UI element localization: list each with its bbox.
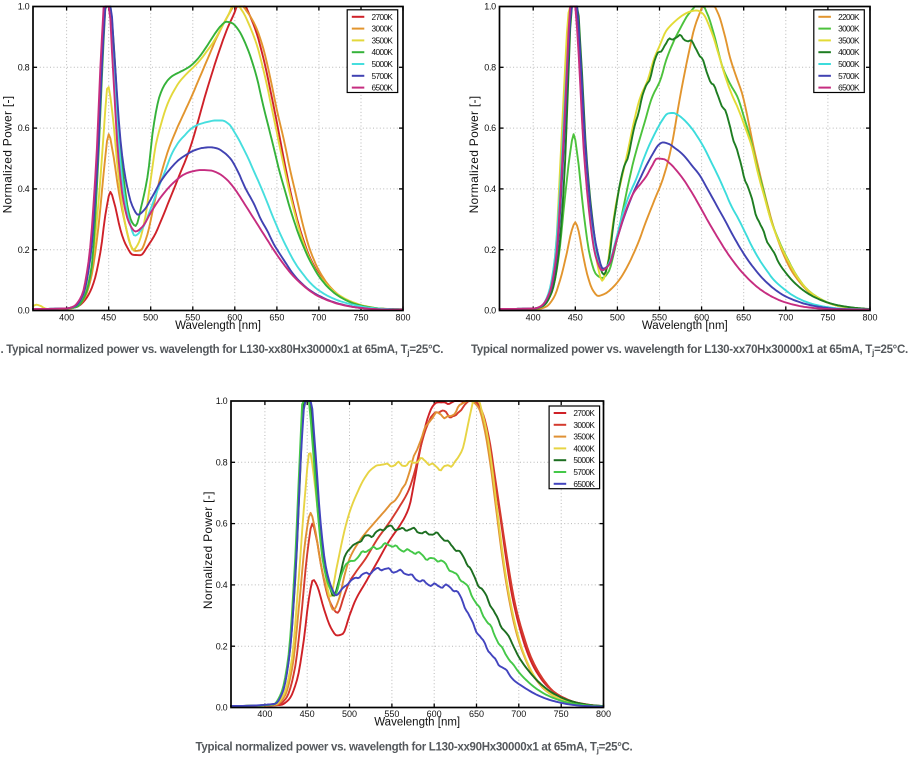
svg-text:0.0: 0.0 [484, 306, 496, 316]
svg-text:Normalized Power [-]: Normalized Power [-] [467, 96, 481, 214]
svg-text:0.6: 0.6 [18, 123, 30, 133]
svg-text:500: 500 [342, 709, 357, 719]
svg-text:Typical normalized power vs. w: Typical normalized power vs. wavelength … [471, 344, 908, 358]
svg-text:800: 800 [862, 313, 877, 323]
svg-text:Wavelength [nm]: Wavelength [nm] [374, 717, 460, 729]
svg-text:4000K: 4000K [372, 47, 394, 57]
svg-text:0.2: 0.2 [216, 641, 228, 651]
svg-text:0.4: 0.4 [216, 580, 228, 590]
svg-text:6500K: 6500K [573, 479, 595, 489]
svg-text:400: 400 [59, 313, 74, 323]
svg-text:750: 750 [353, 313, 368, 323]
svg-text:600: 600 [694, 313, 709, 323]
svg-text:Wavelength [nm]: Wavelength [nm] [175, 320, 261, 332]
svg-text:0.2: 0.2 [484, 245, 496, 255]
svg-text:5000K: 5000K [573, 455, 595, 465]
svg-text:0.4: 0.4 [484, 184, 496, 194]
svg-text:0.8: 0.8 [484, 62, 496, 72]
svg-text:700: 700 [778, 313, 793, 323]
svg-text:400: 400 [526, 313, 541, 323]
svg-text:0.4: 0.4 [18, 184, 30, 194]
svg-text:700: 700 [311, 313, 326, 323]
svg-text:0.8: 0.8 [216, 457, 228, 467]
svg-text:2700K: 2700K [372, 12, 394, 22]
svg-text:1.0: 1.0 [18, 2, 30, 12]
svg-text:700: 700 [511, 709, 526, 719]
svg-text:550: 550 [384, 709, 399, 719]
svg-text:5700K: 5700K [838, 71, 860, 81]
svg-text:3500K: 3500K [573, 432, 595, 442]
svg-text:550: 550 [652, 313, 667, 323]
svg-text:1.0: 1.0 [216, 396, 228, 406]
svg-text:650: 650 [469, 709, 484, 719]
svg-text:800: 800 [596, 709, 611, 719]
svg-text:0.2: 0.2 [18, 245, 30, 255]
svg-text:4000K: 4000K [838, 47, 860, 57]
svg-text:750: 750 [820, 313, 835, 323]
svg-text:Wavelength [nm]: Wavelength [nm] [642, 320, 728, 332]
svg-text:2200K: 2200K [838, 12, 860, 22]
svg-text:2700K: 2700K [573, 408, 595, 418]
svg-text:550: 550 [185, 313, 200, 323]
svg-text:0.0: 0.0 [18, 306, 30, 316]
svg-text:3000K: 3000K [838, 24, 860, 34]
svg-text:Normalized Power [-]: Normalized Power [-] [201, 491, 215, 609]
svg-text:450: 450 [300, 709, 315, 719]
svg-text:500: 500 [143, 313, 158, 323]
svg-text:Normalized Power [-]: Normalized Power [-] [1, 96, 15, 214]
svg-text:650: 650 [736, 313, 751, 323]
svg-text:5700K: 5700K [372, 71, 394, 81]
svg-text:600: 600 [227, 313, 242, 323]
svg-text:0.0: 0.0 [216, 703, 228, 713]
svg-text:750: 750 [554, 709, 569, 719]
svg-text:4000K: 4000K [573, 443, 595, 453]
svg-text:5000K: 5000K [838, 59, 860, 69]
svg-text:400: 400 [257, 709, 272, 719]
svg-text:800: 800 [395, 313, 410, 323]
svg-text:5000K: 5000K [372, 59, 394, 69]
svg-text:Typical normalized power vs. w: Typical normalized power vs. wavelength … [196, 742, 633, 756]
svg-text:600: 600 [427, 709, 442, 719]
svg-text:450: 450 [568, 313, 583, 323]
svg-text:650: 650 [269, 313, 284, 323]
svg-text:1.0: 1.0 [484, 2, 496, 12]
svg-text:5700K: 5700K [573, 467, 595, 477]
svg-text:. Typical normalized power vs.: . Typical normalized power vs. wavelengt… [1, 344, 444, 358]
svg-text:0.6: 0.6 [484, 123, 496, 133]
svg-text:500: 500 [610, 313, 625, 323]
svg-text:3500K: 3500K [838, 35, 860, 45]
svg-text:0.8: 0.8 [18, 62, 30, 72]
svg-text:3000K: 3000K [372, 24, 394, 34]
svg-text:450: 450 [101, 313, 116, 323]
svg-text:0.6: 0.6 [216, 519, 228, 529]
svg-text:3000K: 3000K [573, 420, 595, 430]
svg-text:6500K: 6500K [372, 83, 394, 93]
svg-text:6500K: 6500K [838, 83, 860, 93]
svg-text:3500K: 3500K [372, 35, 394, 45]
